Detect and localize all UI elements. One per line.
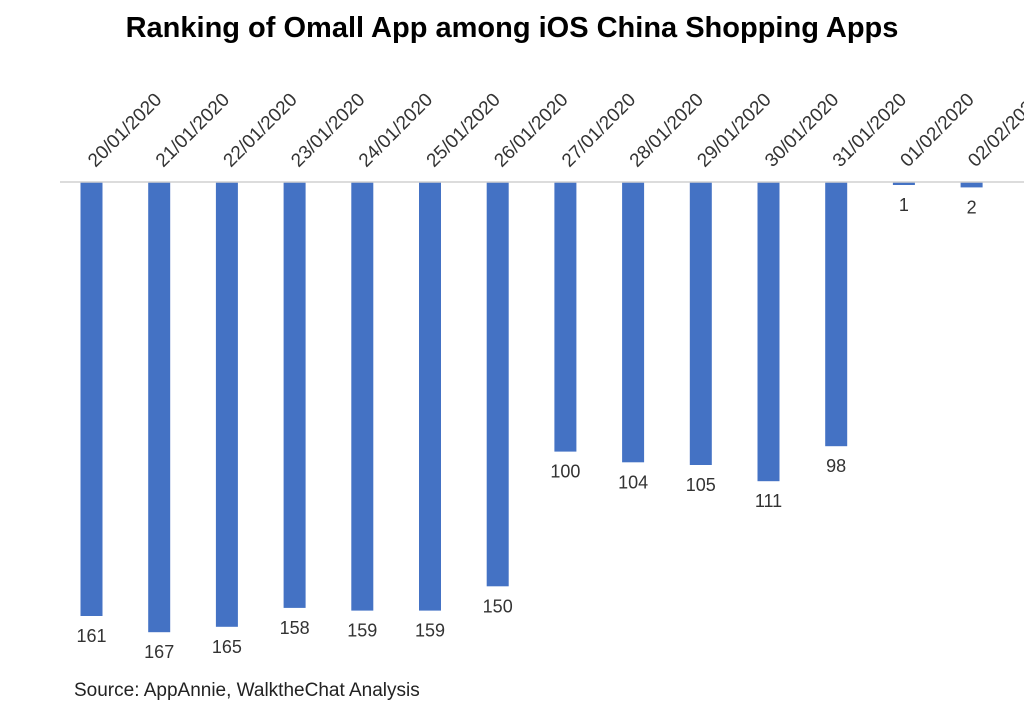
- bar-02/02/2020: [960, 182, 983, 188]
- bar-01/02/2020: [892, 182, 915, 185]
- bar-25/01/2020: [419, 182, 441, 611]
- data-label-29/01/2020: 105: [686, 475, 716, 495]
- bar-31/01/2020: [825, 182, 848, 447]
- data-label-22/01/2020: 165: [212, 637, 242, 657]
- data-label-02/02/2020: 2: [967, 197, 977, 217]
- bar-28/01/2020: [622, 182, 645, 463]
- data-label-21/01/2020: 167: [144, 642, 174, 662]
- source-note: Source: AppAnnie, WalktheChat Analysis: [74, 680, 420, 701]
- bar-20/01/2020: [80, 182, 103, 616]
- data-label-23/01/2020: 158: [280, 618, 310, 638]
- bar-23/01/2020: [283, 182, 306, 608]
- data-label-28/01/2020: 104: [618, 472, 648, 492]
- bar-29/01/2020: [689, 182, 712, 465]
- chart-title: Ranking of Omall App among iOS China Sho…: [125, 12, 899, 44]
- bar-24/01/2020: [351, 182, 374, 611]
- bar-21/01/2020: [148, 182, 171, 633]
- tick-labels: 20/01/202021/01/202022/01/202023/01/2020…: [84, 89, 1024, 171]
- data-labels: 161 167 165 158 159 159 150 100 104 105 111 98 1 2: [76, 195, 976, 662]
- data-label-27/01/2020: 100: [550, 462, 580, 482]
- data-label-01/02/2020: 1: [899, 195, 909, 215]
- data-label-30/01/2020: 111: [755, 491, 782, 511]
- bar-26/01/2020: [486, 182, 509, 587]
- data-label-24/01/2020: 159: [347, 621, 377, 641]
- data-label-26/01/2020: 150: [483, 596, 513, 616]
- data-label-31/01/2020: 98: [826, 456, 846, 476]
- bars-layer: [80, 182, 983, 633]
- bar-22/01/2020: [215, 182, 238, 627]
- bar-27/01/2020: [554, 182, 577, 452]
- data-label-20/01/2020: 161: [76, 626, 106, 646]
- data-label-25/01/2020: 159: [415, 621, 445, 641]
- bar-30/01/2020: [757, 182, 780, 482]
